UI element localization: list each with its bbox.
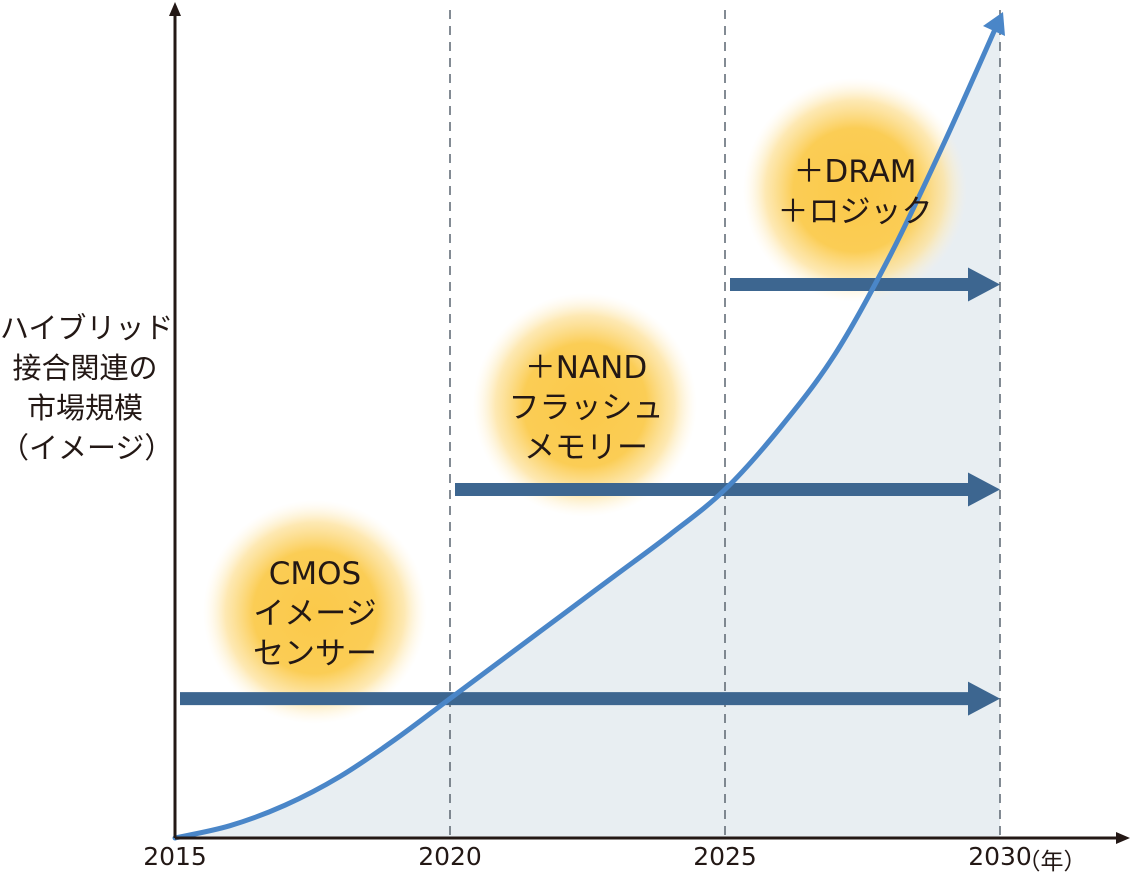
- x-axis-unit-label: （年）: [1017, 849, 1087, 875]
- phase-label-line: ＋ロジック: [777, 194, 933, 230]
- phase-label-line: フラッシュ: [508, 390, 664, 426]
- phase-label-line: ＋NAND: [524, 350, 648, 386]
- phase-glow: [203, 500, 427, 724]
- y-axis-arrowhead: [169, 2, 181, 16]
- phase-label-line: CMOS: [268, 556, 362, 592]
- y-label-line: （イメージ）: [0, 431, 174, 465]
- phase-arrow-head: [968, 681, 1000, 716]
- phase-label-dram: ＋DRAM ＋ロジック: [778, 152, 933, 232]
- x-tick-label: 2020: [418, 842, 482, 871]
- y-label-line: 接合関連の: [12, 351, 158, 385]
- phase-label-line: メモリー: [524, 430, 648, 466]
- phase-label-line: イメージ: [253, 596, 377, 632]
- phase-glow: [743, 78, 967, 302]
- phase-label-line: ＋DRAM: [793, 154, 917, 190]
- area-fill: [175, 18, 1000, 838]
- y-axis-label: ハイブリッド 接合関連の 市場規模 （イメージ）: [0, 308, 174, 468]
- growth-curve-arrowhead: [983, 12, 1005, 36]
- x-axis-arrowhead: [1116, 832, 1130, 844]
- y-label-line: ハイブリッド: [0, 311, 174, 345]
- x-tick-label: 2025: [693, 842, 757, 871]
- phase-glow: [473, 293, 697, 517]
- y-label-line: 市場規模: [26, 391, 143, 425]
- phase-label-nand: ＋NAND フラッシュ メモリー: [509, 348, 664, 468]
- phase-label-line: センサー: [253, 636, 377, 672]
- phase-arrow-head: [968, 267, 1000, 302]
- growth-curve: [172, 15, 1003, 841]
- x-tick-label: 2015: [143, 842, 207, 871]
- phase-label-cmos: CMOS イメージ センサー: [253, 554, 377, 674]
- phase-arrow-head: [968, 472, 1000, 507]
- x-tick-label: 2030: [968, 842, 1032, 871]
